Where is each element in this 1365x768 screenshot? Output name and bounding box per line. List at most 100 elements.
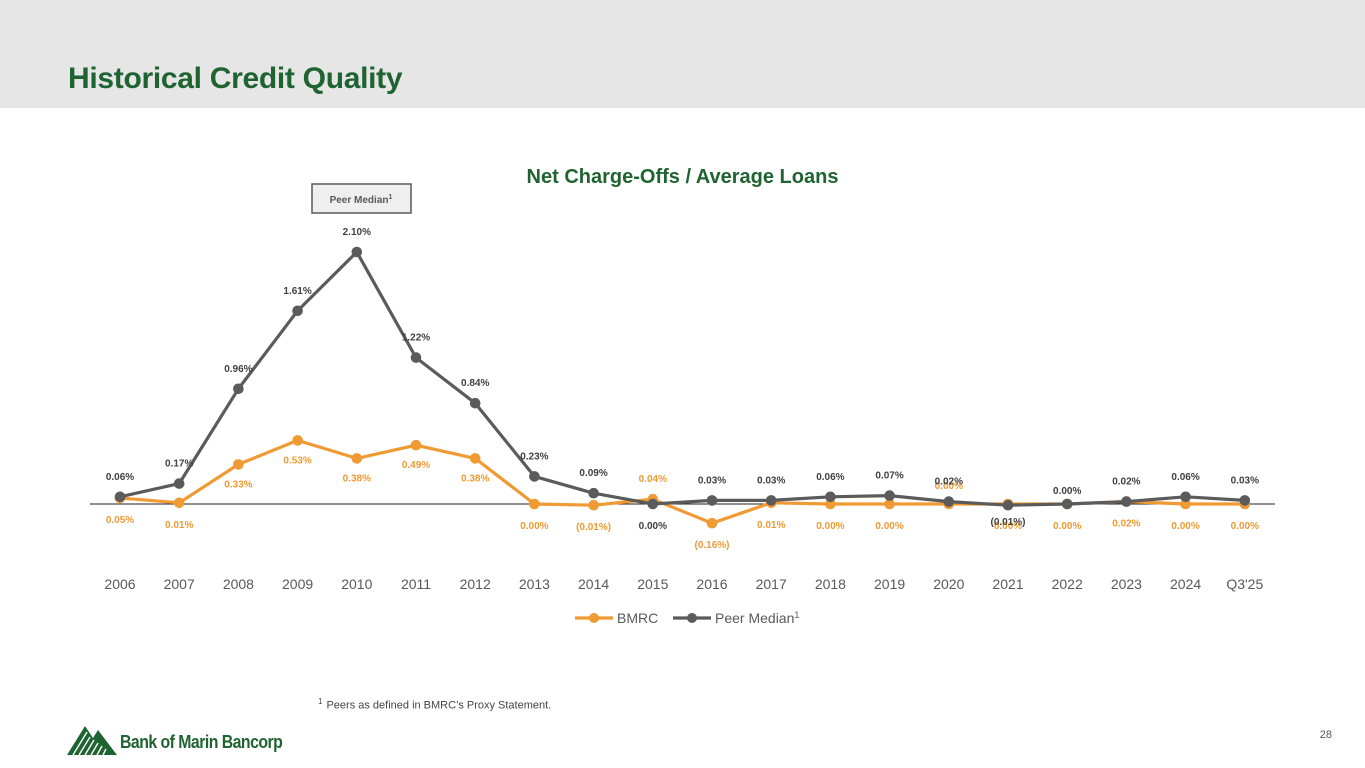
x-tick-label: 2018 (815, 576, 846, 592)
bmrc-data-label: 0.00% (816, 521, 844, 532)
peer-median-data-label: 0.02% (1112, 477, 1140, 488)
bmrc-data-label: 0.00% (1231, 521, 1259, 532)
bmrc-data-label: 0.00% (935, 481, 963, 492)
peer-median-data-label: 0.03% (757, 475, 785, 486)
peer-median-data-label: 0.06% (106, 472, 134, 483)
bmrc-series-line (119, 438, 1245, 525)
peer-median-data-point (825, 491, 836, 503)
bmrc-data-point (173, 497, 185, 509)
bmrc-data-label: (0.16%) (694, 540, 729, 551)
x-tick-label: 2011 (401, 576, 431, 592)
bmrc-data-label: 0.00% (520, 521, 548, 532)
peer-median-data-label: 0.84% (461, 378, 489, 389)
x-tick-label: 2016 (696, 576, 727, 592)
bmrc-data-label: 0.00% (1053, 521, 1081, 532)
peer-median-series-line (119, 250, 1245, 507)
x-tick-label: 2010 (341, 576, 372, 592)
bmrc-data-label: 0.38% (343, 473, 371, 484)
bmrc-data-label: 0.00% (875, 521, 903, 532)
peer-median-data-label: 0.00% (1053, 486, 1081, 497)
bmrc-data-point (233, 459, 244, 470)
peer-median-data-label: 1.22% (402, 333, 430, 344)
peer-median-data-label: 0.06% (816, 472, 844, 483)
peer-median-data-label: 0.07% (875, 471, 903, 482)
peer-median-data-label: 0.09% (579, 468, 607, 479)
peer-median-data-point (469, 397, 481, 409)
x-tick-label: 2015 (637, 576, 668, 592)
peer-median-data-label: 0.06% (1171, 472, 1199, 483)
x-tick-label: 2023 (1111, 576, 1142, 592)
x-tick-label: 2017 (756, 576, 787, 592)
bmrc-data-point (884, 498, 895, 510)
x-tick-label: 2014 (578, 576, 609, 592)
peer-median-callout-label: Peer Median1 (330, 194, 393, 206)
peer-median-data-point (410, 352, 422, 363)
peer-median-data-label: 0.03% (698, 475, 726, 486)
x-tick-label: 2012 (460, 576, 491, 592)
bmrc-data-label: 0.05% (106, 515, 134, 526)
bmrc-data-point (529, 498, 540, 510)
x-tick-label: 2020 (933, 576, 964, 592)
peer-median-data-label: 0.02% (935, 477, 963, 488)
peer-median-data-point (943, 496, 955, 507)
page-number: 28 (1319, 729, 1332, 741)
peer-median-data-label: 1.61% (283, 286, 311, 297)
legend-peer-swatch-marker (687, 613, 697, 623)
bmrc-data-label: 0.00% (994, 521, 1022, 532)
x-tick-label: 2021 (992, 576, 1023, 592)
peer-median-callout-box (311, 183, 412, 214)
legend-peer-label: Peer Median1 (715, 610, 799, 626)
header-band (0, 0, 1365, 108)
peer-median-data-label: 0.23% (520, 451, 548, 462)
chart-title: Net Charge-Offs / Average Loans (526, 166, 839, 188)
x-tick-label: 2007 (164, 576, 195, 592)
peer-median-data-point (884, 490, 895, 501)
footnote-marker: 1 (318, 697, 323, 706)
logo-text: Bank of Marin Bancorp (120, 732, 283, 752)
bmrc-data-label: (0.01%) (576, 522, 611, 533)
bmrc-data-label: 0.49% (402, 460, 430, 471)
peer-median-data-point (765, 495, 777, 506)
footnote-text: Peers as defined in BMRC’s Proxy Stateme… (326, 699, 552, 712)
bmrc-data-label: 0.01% (757, 520, 785, 531)
peer-median-data-point (1061, 498, 1073, 510)
legend-bmrc-label: BMRC (617, 610, 658, 626)
peer-median-data-point (292, 305, 303, 317)
peer-median-data-point (1002, 499, 1014, 511)
x-tick-label: 2013 (519, 576, 550, 592)
peer-median-data-label: (0.01%) (990, 517, 1025, 528)
page-title: Historical Credit Quality (68, 62, 403, 95)
peer-median-data-point (233, 383, 244, 395)
bank-logo: Bank of Marin Bancorp (67, 718, 297, 758)
peer-median-data-point (529, 471, 540, 482)
peer-median-data-point (1239, 495, 1251, 506)
x-tick-label: 2019 (874, 576, 905, 592)
bmrc-data-label: 0.00% (1171, 521, 1199, 532)
x-tick-label: 2006 (104, 576, 135, 592)
bmrc-data-label: 0.01% (165, 520, 193, 531)
bmrc-data-label: 0.38% (461, 473, 489, 484)
footnote: 1 Peers as defined in BMRC’s Proxy Statem… (318, 697, 551, 712)
peer-median-data-label: 0.17% (165, 459, 193, 470)
bmrc-data-point (588, 499, 599, 511)
peer-median-data-point (114, 491, 126, 503)
bmrc-data-point (292, 435, 303, 446)
x-tick-label: 2024 (1170, 576, 1201, 592)
bmrc-data-point (469, 453, 481, 464)
peer-median-data-label: 2.10% (343, 227, 371, 238)
x-tick-label: 2022 (1052, 576, 1083, 592)
bmrc-data-point (410, 439, 422, 451)
peer-median-data-point (351, 246, 363, 258)
x-tick-label: 2008 (223, 576, 254, 592)
bmrc-data-point (351, 453, 363, 464)
peer-median-data-point (1121, 496, 1132, 507)
bmrc-data-label: 0.02% (1112, 519, 1140, 530)
peer-median-data-point (1180, 491, 1191, 503)
x-tick-label: 2009 (282, 576, 313, 592)
peer-median-data-point (706, 495, 718, 506)
peer-median-data-label: 0.96% (224, 364, 252, 375)
peer-median-data-point (588, 487, 599, 499)
bmrc-data-point (706, 517, 718, 529)
peer-median-data-point (173, 478, 185, 489)
